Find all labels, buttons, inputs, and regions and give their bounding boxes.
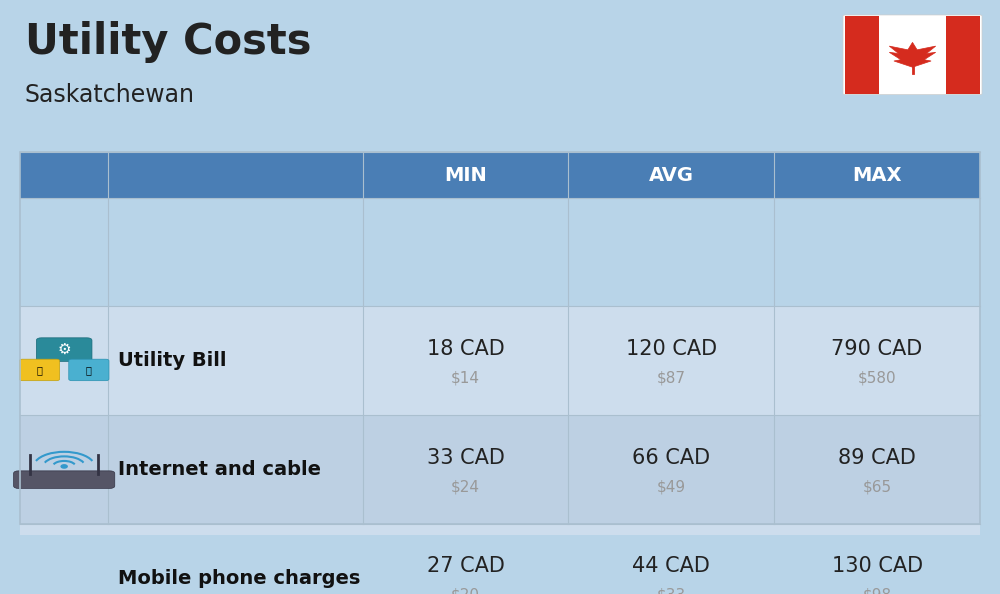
FancyBboxPatch shape	[43, 576, 59, 584]
FancyBboxPatch shape	[20, 415, 108, 524]
FancyBboxPatch shape	[363, 152, 568, 198]
Text: 120 CAD: 120 CAD	[626, 339, 717, 359]
Text: 66 CAD: 66 CAD	[632, 448, 710, 467]
FancyBboxPatch shape	[36, 338, 92, 361]
Text: AVG: AVG	[649, 166, 694, 185]
Text: $98: $98	[863, 588, 892, 594]
FancyBboxPatch shape	[43, 567, 59, 576]
FancyBboxPatch shape	[843, 15, 982, 94]
Text: $33: $33	[657, 588, 686, 594]
FancyBboxPatch shape	[774, 415, 980, 524]
FancyBboxPatch shape	[568, 152, 774, 198]
FancyBboxPatch shape	[363, 524, 568, 594]
FancyBboxPatch shape	[57, 576, 73, 584]
FancyBboxPatch shape	[69, 359, 109, 381]
FancyBboxPatch shape	[568, 524, 774, 594]
Text: Utility Costs: Utility Costs	[25, 21, 312, 64]
FancyBboxPatch shape	[568, 307, 774, 415]
Text: MAX: MAX	[852, 166, 902, 185]
Text: Mobile phone charges: Mobile phone charges	[118, 568, 361, 587]
Text: Utility Bill: Utility Bill	[118, 351, 227, 370]
Text: 33 CAD: 33 CAD	[427, 448, 505, 467]
Text: ⚙: ⚙	[57, 342, 71, 357]
FancyBboxPatch shape	[20, 307, 108, 415]
FancyBboxPatch shape	[108, 152, 363, 198]
Text: MIN: MIN	[444, 166, 487, 185]
Text: 🔌: 🔌	[37, 365, 42, 375]
FancyBboxPatch shape	[30, 554, 99, 594]
FancyBboxPatch shape	[108, 307, 363, 415]
Text: $24: $24	[451, 479, 480, 494]
Text: 790 CAD: 790 CAD	[831, 339, 923, 359]
Circle shape	[61, 465, 67, 468]
FancyBboxPatch shape	[71, 576, 87, 584]
FancyBboxPatch shape	[108, 415, 363, 524]
Text: $65: $65	[863, 479, 892, 494]
FancyBboxPatch shape	[845, 16, 879, 93]
FancyBboxPatch shape	[774, 524, 980, 594]
FancyBboxPatch shape	[363, 307, 568, 415]
FancyBboxPatch shape	[57, 567, 73, 576]
Text: 130 CAD: 130 CAD	[832, 557, 923, 576]
Text: $49: $49	[657, 479, 686, 494]
Polygon shape	[889, 42, 936, 67]
Text: $580: $580	[858, 371, 896, 386]
FancyBboxPatch shape	[108, 524, 363, 594]
Text: 27 CAD: 27 CAD	[427, 557, 505, 576]
Text: 🚰: 🚰	[86, 365, 92, 375]
FancyBboxPatch shape	[71, 567, 87, 576]
FancyBboxPatch shape	[946, 16, 980, 93]
Text: 18 CAD: 18 CAD	[427, 339, 504, 359]
FancyBboxPatch shape	[14, 471, 115, 488]
FancyBboxPatch shape	[20, 152, 108, 198]
FancyBboxPatch shape	[19, 359, 60, 381]
FancyBboxPatch shape	[363, 415, 568, 524]
FancyBboxPatch shape	[43, 563, 85, 594]
FancyBboxPatch shape	[774, 152, 980, 198]
Text: $87: $87	[657, 371, 686, 386]
FancyBboxPatch shape	[20, 524, 108, 594]
Text: $20: $20	[451, 588, 480, 594]
Text: Internet and cable: Internet and cable	[118, 460, 321, 479]
Text: $14: $14	[451, 371, 480, 386]
FancyBboxPatch shape	[568, 415, 774, 524]
Text: Saskatchewan: Saskatchewan	[25, 83, 195, 107]
Text: 44 CAD: 44 CAD	[632, 557, 710, 576]
Text: 89 CAD: 89 CAD	[838, 448, 916, 467]
FancyBboxPatch shape	[774, 307, 980, 415]
